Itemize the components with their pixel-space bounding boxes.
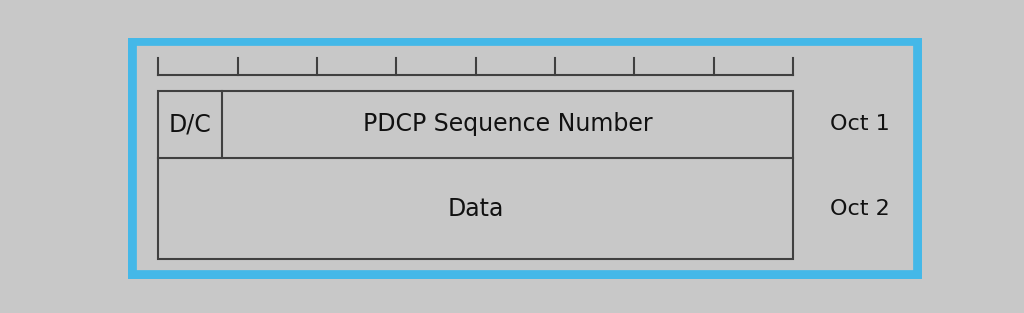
Text: D/C: D/C [169, 112, 211, 136]
FancyBboxPatch shape [132, 41, 918, 275]
Text: Data: Data [447, 197, 504, 221]
Text: Oct 1: Oct 1 [830, 114, 890, 134]
Text: PDCP Sequence Number: PDCP Sequence Number [362, 112, 652, 136]
Bar [158, 90, 793, 259]
Text: Oct 2: Oct 2 [830, 199, 890, 219]
